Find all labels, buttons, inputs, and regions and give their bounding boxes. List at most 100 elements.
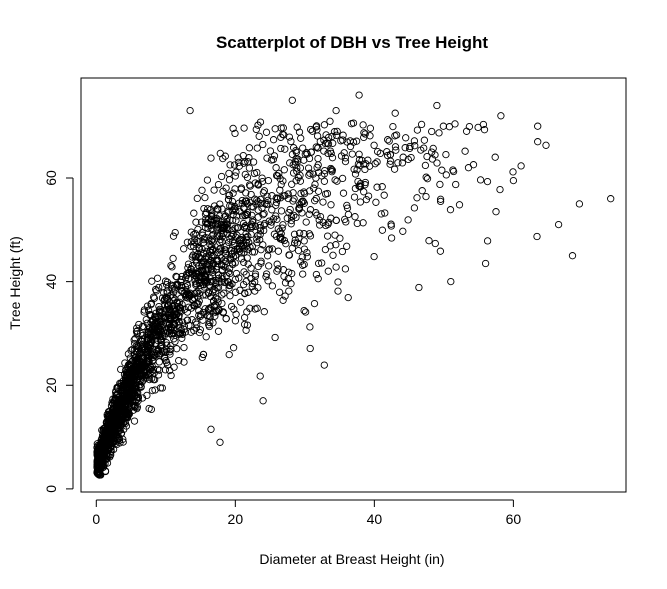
scatter-point: [275, 169, 283, 178]
scatter-point: [232, 168, 240, 176]
scatter-point: [312, 270, 321, 279]
scatter-point: [202, 333, 210, 341]
scatter-point: [170, 326, 178, 334]
scatter-point: [264, 246, 273, 254]
scatter-point: [131, 350, 139, 359]
scatter-point: [297, 134, 305, 142]
scatter-point: [93, 459, 102, 467]
scatter-point: [314, 259, 323, 268]
scatter-point: [197, 272, 205, 280]
x-tick-label: 20: [228, 511, 244, 527]
scatter-point: [121, 366, 130, 375]
scatter-point: [378, 226, 387, 234]
scatter-point: [359, 219, 367, 227]
scatter-point: [329, 251, 337, 259]
scatter-point: [214, 180, 223, 189]
scatter-point: [187, 268, 195, 276]
scatter-point: [199, 238, 208, 247]
scatter-point: [334, 278, 342, 286]
scatter-point: [355, 150, 363, 158]
scatter-point: [117, 418, 125, 426]
scatter-point: [338, 174, 347, 183]
scatter-point: [275, 288, 284, 296]
scatter-point: [153, 347, 161, 356]
scatter-point: [225, 350, 233, 359]
scatter-point: [170, 363, 178, 371]
scatter-point: [177, 287, 186, 295]
scatter-point: [269, 136, 278, 144]
scatter-point: [259, 140, 267, 149]
scatter-point: [534, 138, 542, 146]
scatter-point: [312, 123, 320, 131]
scatter-point: [372, 198, 380, 206]
scatter-point: [401, 144, 409, 152]
scatter-point: [272, 198, 281, 207]
scatter-point: [420, 136, 429, 144]
scatter-point: [232, 207, 240, 215]
scatter-point: [343, 201, 351, 210]
scatter-point: [404, 216, 412, 224]
scatter-point: [324, 149, 332, 158]
scatter-point: [260, 221, 268, 229]
scatter-point: [391, 109, 399, 117]
scatter-point: [180, 325, 188, 334]
scatter-point: [125, 361, 133, 369]
scatter-point: [245, 164, 254, 172]
scatter-point: [138, 322, 147, 331]
scatter-point: [149, 293, 158, 301]
scatter-point: [149, 375, 158, 384]
scatter-point: [359, 121, 367, 129]
scatter-point: [231, 317, 240, 325]
scatter-point: [207, 154, 215, 162]
scatter-point: [384, 136, 392, 144]
scatter-point: [332, 106, 340, 115]
scatter-point: [267, 156, 276, 164]
scatter-point: [337, 137, 345, 145]
scatter-point: [290, 239, 299, 247]
scatter-point: [135, 383, 143, 392]
scatter-point: [246, 304, 254, 312]
scatter-point: [327, 201, 335, 209]
scatter-point: [218, 275, 226, 283]
scatter-point: [218, 291, 226, 299]
scatter-point: [391, 143, 400, 151]
scatter-point: [240, 258, 248, 267]
scatter-point: [102, 454, 111, 462]
scatter-point: [242, 189, 250, 197]
scatter-point: [113, 421, 121, 430]
scatter-point: [255, 132, 263, 140]
scatter-point: [306, 323, 314, 331]
scatter-point: [428, 127, 436, 136]
scatter-point: [312, 194, 320, 203]
scatter-point: [260, 308, 268, 316]
scatter-point: [201, 193, 209, 202]
scatter-point: [210, 186, 218, 194]
y-tick-label: 60: [43, 170, 59, 186]
scatter-point: [254, 181, 263, 189]
scatter-point: [223, 215, 231, 223]
scatter-point: [331, 176, 339, 184]
scatter-point: [575, 200, 584, 208]
scatter-point: [94, 448, 102, 456]
scatter-point: [300, 188, 308, 196]
scatter-point: [347, 120, 356, 128]
scatter-point: [327, 164, 335, 173]
scatter-point: [269, 215, 278, 223]
scatter-point: [233, 245, 241, 253]
scatter-point: [177, 278, 185, 286]
scatter-point: [182, 287, 190, 295]
scatter-point: [211, 308, 220, 316]
scatter-point: [404, 155, 412, 164]
scatter-point: [124, 409, 133, 418]
scatter-point: [282, 240, 290, 248]
scatter-point: [199, 316, 207, 324]
scatter-point: [307, 148, 315, 156]
scatter-point: [140, 306, 149, 314]
scatter-point: [220, 221, 228, 229]
scatter-point: [271, 125, 279, 133]
scatter-point: [295, 205, 303, 213]
scatter-point: [242, 210, 251, 218]
scatter-point: [148, 277, 156, 285]
scatter-point: [480, 126, 489, 134]
scatter-point: [320, 121, 329, 129]
